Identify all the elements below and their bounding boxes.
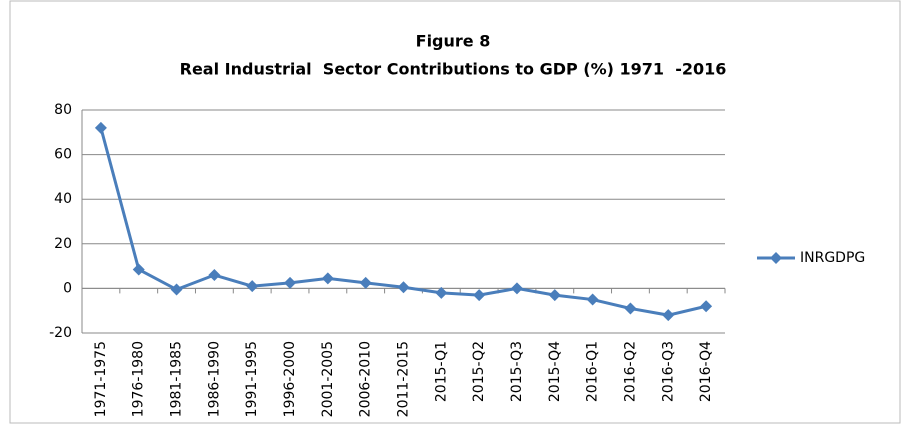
point [700, 300, 713, 313]
legend-marker [770, 252, 782, 264]
point [170, 283, 183, 296]
y-tick-label: 20 [54, 236, 72, 252]
x-tick-label: 1991-1995 [244, 341, 260, 417]
x-tick-label: 2016-Q4 [698, 341, 714, 402]
chart-border [9, 0, 901, 424]
x-tick-label: 2015-Q4 [547, 341, 563, 402]
x-tick-label: 2015-Q3 [509, 341, 525, 402]
y-tick-label: 60 [54, 147, 72, 163]
point [510, 282, 523, 295]
x-tick-label: 2015-Q1 [433, 341, 449, 402]
x-tick-label: 1996-2000 [282, 341, 298, 417]
x-tick-label: 2016-Q3 [660, 341, 676, 402]
legend-label: INRGDPG [800, 250, 865, 266]
point [246, 280, 259, 293]
point [359, 276, 372, 289]
x-tick-label: 2006-2010 [358, 341, 374, 417]
x-tick-label: 2011-2015 [396, 341, 412, 417]
x-tick-label: 1976-1980 [131, 341, 147, 417]
point [624, 302, 637, 315]
point [208, 269, 221, 282]
point [397, 281, 410, 294]
y-tick-label: -20 [49, 325, 72, 341]
point [321, 272, 334, 285]
point [473, 289, 486, 302]
x-tick-label: 1986-1990 [206, 341, 222, 417]
x-tick-label: 2016-Q2 [622, 341, 638, 402]
point [548, 289, 561, 302]
x-tick-label: 1971-1975 [93, 341, 109, 417]
x-tick-label: 1981-1985 [169, 341, 185, 417]
chart-subtitle: Real Industrial Sector Contributions to … [180, 60, 727, 79]
chart-title: Figure 8 [416, 32, 491, 51]
x-tick-label: 2015-Q2 [471, 341, 487, 402]
point [662, 309, 675, 322]
y-tick-label: 80 [54, 102, 72, 118]
point [586, 293, 599, 306]
point [435, 286, 448, 299]
x-tick-label: 2016-Q1 [585, 341, 601, 402]
y-tick-label: 40 [54, 191, 72, 207]
point [284, 276, 297, 289]
y-tick-label: 0 [63, 280, 72, 296]
x-tick-label: 2001-2005 [320, 341, 336, 417]
point [94, 121, 107, 134]
point [132, 263, 145, 276]
